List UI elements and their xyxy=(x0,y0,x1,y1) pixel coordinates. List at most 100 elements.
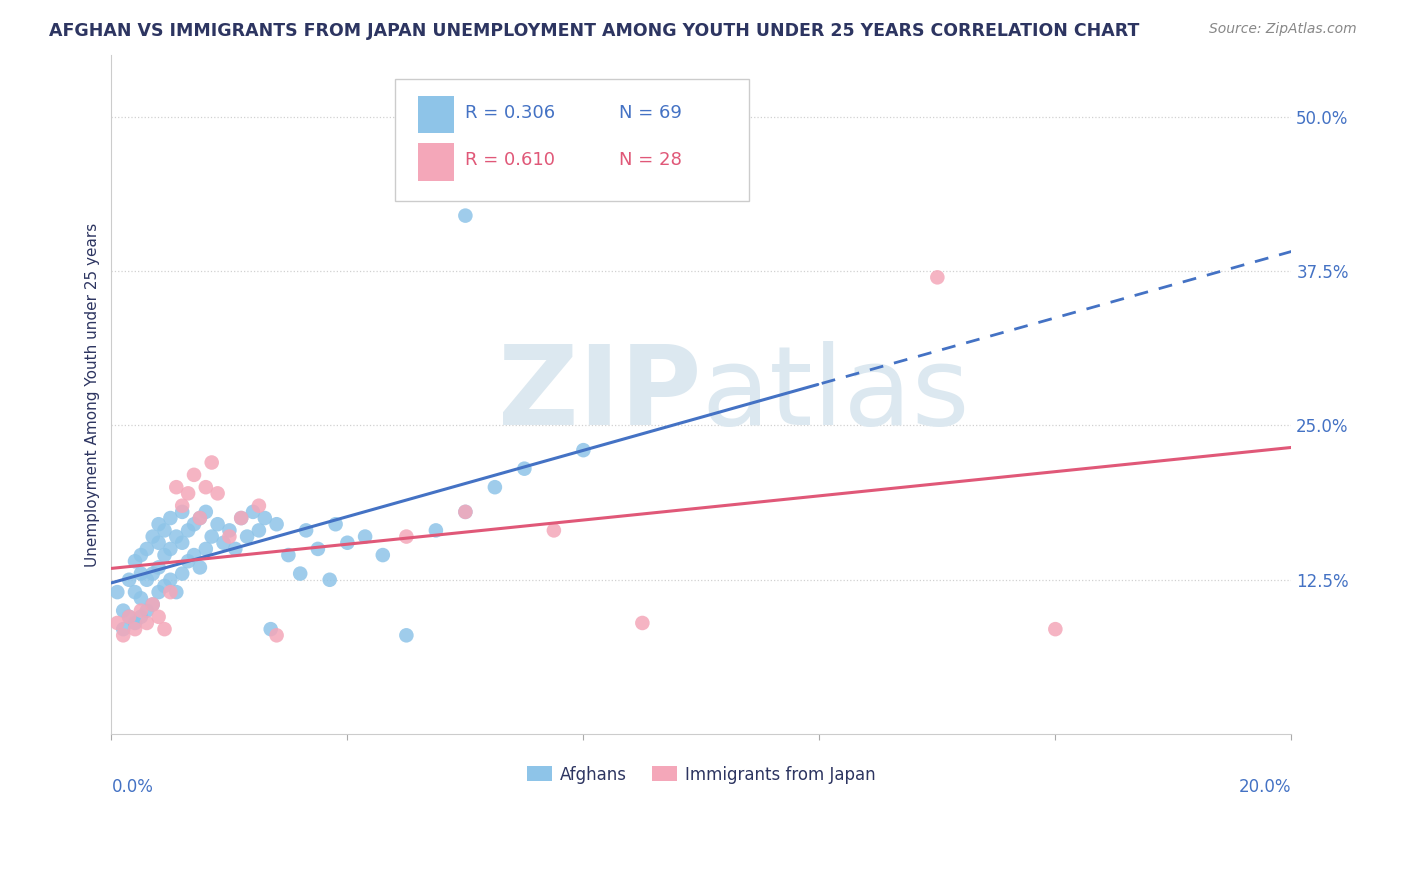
Point xyxy=(247,524,270,538)
Point xyxy=(513,461,536,475)
Point xyxy=(124,585,146,599)
Point xyxy=(484,480,506,494)
Y-axis label: Unemployment Among Youth under 25 years: Unemployment Among Youth under 25 years xyxy=(86,222,100,566)
Point xyxy=(1045,622,1067,636)
Point xyxy=(142,566,165,581)
Text: AFGHAN VS IMMIGRANTS FROM JAPAN UNEMPLOYMENT AMONG YOUTH UNDER 25 YEARS CORRELAT: AFGHAN VS IMMIGRANTS FROM JAPAN UNEMPLOY… xyxy=(49,22,1140,40)
Point xyxy=(118,573,141,587)
FancyBboxPatch shape xyxy=(395,78,748,201)
Point xyxy=(135,541,157,556)
Point xyxy=(148,609,170,624)
FancyBboxPatch shape xyxy=(418,144,454,181)
Point xyxy=(135,573,157,587)
Point xyxy=(105,615,128,630)
Point xyxy=(165,480,187,494)
Legend: Afghans, Immigrants from Japan: Afghans, Immigrants from Japan xyxy=(520,759,883,790)
Point xyxy=(105,585,128,599)
Text: N = 28: N = 28 xyxy=(619,152,682,169)
Point xyxy=(260,622,283,636)
Point xyxy=(142,598,165,612)
Text: 20.0%: 20.0% xyxy=(1239,778,1291,797)
Point xyxy=(172,535,194,549)
FancyBboxPatch shape xyxy=(418,95,454,133)
Point xyxy=(112,604,135,618)
Point xyxy=(112,622,135,636)
Point xyxy=(318,573,340,587)
Point xyxy=(142,598,165,612)
Point xyxy=(124,622,146,636)
Point xyxy=(307,541,329,556)
Point xyxy=(266,628,288,642)
Point xyxy=(129,566,152,581)
Point xyxy=(543,524,565,538)
Point xyxy=(129,548,152,562)
Point xyxy=(395,628,418,642)
Point xyxy=(231,511,253,525)
Point xyxy=(454,209,477,223)
Point xyxy=(454,505,477,519)
Point xyxy=(236,530,259,544)
Point xyxy=(201,530,224,544)
Point xyxy=(454,505,477,519)
Point xyxy=(135,615,157,630)
Point xyxy=(148,560,170,574)
Point xyxy=(177,524,200,538)
Point xyxy=(135,604,157,618)
Point xyxy=(212,535,235,549)
Point xyxy=(172,505,194,519)
Text: N = 69: N = 69 xyxy=(619,103,682,122)
Point xyxy=(425,524,447,538)
Point xyxy=(295,524,318,538)
Text: R = 0.610: R = 0.610 xyxy=(465,152,555,169)
Point xyxy=(336,535,359,549)
Point xyxy=(224,541,246,556)
Point xyxy=(183,467,205,482)
Point xyxy=(118,609,141,624)
Point xyxy=(159,585,181,599)
Point xyxy=(159,541,181,556)
Point xyxy=(188,560,211,574)
Point xyxy=(927,270,949,285)
Point xyxy=(124,615,146,630)
Text: atlas: atlas xyxy=(702,341,970,448)
Point xyxy=(194,505,217,519)
Point xyxy=(153,524,176,538)
Point xyxy=(395,530,418,544)
Point xyxy=(142,530,165,544)
Point xyxy=(165,530,187,544)
Point xyxy=(194,541,217,556)
Point xyxy=(159,511,181,525)
Point xyxy=(631,615,654,630)
Point xyxy=(153,622,176,636)
Point xyxy=(188,511,211,525)
Point xyxy=(572,443,595,458)
Point xyxy=(253,511,276,525)
Point xyxy=(325,517,347,532)
Point xyxy=(165,585,187,599)
Point xyxy=(201,455,224,469)
Point xyxy=(207,517,229,532)
Point xyxy=(290,566,312,581)
Point xyxy=(177,486,200,500)
Point xyxy=(129,591,152,606)
Point xyxy=(159,573,181,587)
Point xyxy=(194,480,217,494)
Point xyxy=(218,524,240,538)
Point xyxy=(207,486,229,500)
Point xyxy=(148,585,170,599)
Text: 0.0%: 0.0% xyxy=(111,778,153,797)
Point xyxy=(371,548,394,562)
Point xyxy=(218,530,240,544)
Point xyxy=(129,604,152,618)
Point xyxy=(118,609,141,624)
Point xyxy=(148,535,170,549)
Point xyxy=(172,566,194,581)
Point xyxy=(183,548,205,562)
Point xyxy=(247,499,270,513)
Point xyxy=(242,505,264,519)
Text: Source: ZipAtlas.com: Source: ZipAtlas.com xyxy=(1209,22,1357,37)
Point xyxy=(148,517,170,532)
Point xyxy=(172,499,194,513)
Point xyxy=(124,554,146,568)
Point xyxy=(153,548,176,562)
